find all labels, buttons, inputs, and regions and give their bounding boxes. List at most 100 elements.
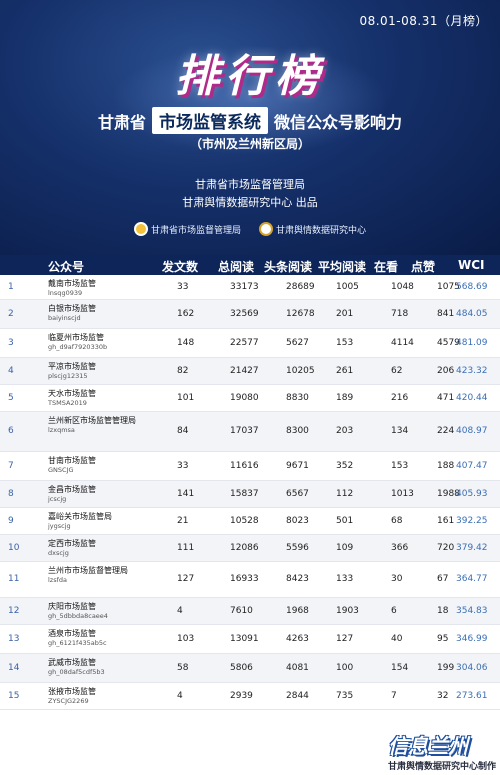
row-headline-reads: 28689 bbox=[286, 282, 315, 292]
row-likes: 161 bbox=[437, 516, 455, 526]
row-watching: 30 bbox=[391, 574, 403, 584]
row-headline-reads: 5596 bbox=[286, 543, 309, 553]
row-account: 天水市场监管 TSMSA2019 bbox=[48, 388, 148, 408]
row-wci: 420.44 bbox=[456, 393, 488, 403]
table-row: 5 天水市场监管 TSMSA2019 101 19080 8830 189 216 471 420… bbox=[0, 385, 500, 412]
row-wci: 379.42 bbox=[456, 543, 488, 553]
row-avg-reads: 112 bbox=[336, 489, 354, 499]
row-likes: 720 bbox=[437, 543, 455, 553]
row-likes: 206 bbox=[437, 366, 455, 376]
row-account-id: lzxqmsa bbox=[48, 426, 75, 434]
row-account: 酒泉市场监管 gh_6121f435ab5c bbox=[48, 628, 148, 648]
header-banner: 08.01-08.31（月榜） 排行榜 甘肃省 市场监管系统 微信公众号影响力 （市… bbox=[0, 0, 500, 255]
row-likes: 199 bbox=[437, 663, 455, 673]
row-account-name: 武威市场监管 bbox=[48, 658, 96, 667]
row-watching: 4114 bbox=[391, 338, 414, 348]
row-account: 兰州新区市场监管管理局 lzxqmsa bbox=[48, 415, 148, 435]
row-watching: 7 bbox=[391, 691, 397, 701]
emblem-icon bbox=[133, 222, 148, 236]
row-posts: 111 bbox=[177, 543, 195, 553]
row-account-id: lzsfda bbox=[48, 576, 68, 584]
row-posts: 103 bbox=[177, 634, 195, 644]
row-wci: 408.97 bbox=[456, 426, 488, 436]
row-rank: 14 bbox=[8, 663, 20, 673]
row-account-name: 嘉峪关市场监管局 bbox=[48, 512, 112, 521]
table-row: 11 兰州市市场监督管理局 lzsfda 127 16933 8423 133 30 67 364… bbox=[0, 562, 500, 598]
row-posts: 33 bbox=[177, 461, 189, 471]
col-posts: 发文数 bbox=[162, 260, 199, 274]
org-line-1: 甘肃省市场监督管理局 bbox=[195, 178, 305, 191]
row-headline-reads: 6567 bbox=[286, 489, 309, 499]
table-row: 14 武威市场监管 gh_08daf5cdf5b3 58 5806 4081 100 154 1… bbox=[0, 654, 500, 683]
row-headline-reads: 5627 bbox=[286, 338, 309, 348]
row-avg-reads: 201 bbox=[336, 309, 354, 319]
table-row: 3 临夏州市场监管 gh_d9af7920330b 148 22577 5627 153 41… bbox=[0, 329, 500, 358]
row-posts: 82 bbox=[177, 366, 189, 376]
row-headline-reads: 1968 bbox=[286, 606, 309, 616]
row-account-id: plscjg12315 bbox=[48, 372, 88, 380]
row-account-name: 戴南市场监管 bbox=[48, 279, 96, 288]
subtitle-prefix: 甘肃省 bbox=[97, 113, 146, 132]
row-wci: 568.69 bbox=[456, 282, 488, 292]
row-avg-reads: 352 bbox=[336, 461, 354, 471]
row-watching: 718 bbox=[391, 309, 409, 319]
footer-badge: 信息兰州 甘肃舆情数据研究中心制作 bbox=[360, 727, 500, 775]
row-account-id: gh_6121f435ab5c bbox=[48, 639, 107, 647]
row-avg-reads: 127 bbox=[336, 634, 354, 644]
row-likes: 188 bbox=[437, 461, 455, 471]
row-avg-reads: 1903 bbox=[336, 606, 359, 616]
row-headline-reads: 10205 bbox=[286, 366, 315, 376]
row-likes: 4579 bbox=[437, 338, 460, 348]
row-account: 张掖市场监管 ZYSCJG2269 bbox=[48, 686, 148, 706]
row-avg-reads: 100 bbox=[336, 663, 354, 673]
row-headline-reads: 8423 bbox=[286, 574, 309, 584]
row-wci: 405.93 bbox=[456, 489, 488, 499]
row-total-reads: 2939 bbox=[230, 691, 253, 701]
date-range: 08.01-08.31（月榜） bbox=[359, 14, 488, 28]
col-avg-reads: 平均阅读 bbox=[318, 260, 367, 274]
row-avg-reads: 735 bbox=[336, 691, 354, 701]
org-line-2: 甘肃舆情数据研究中心 出品 bbox=[182, 196, 318, 209]
row-account-id: GNSCJG bbox=[48, 466, 74, 474]
row-account: 平凉市场监管 plscjg12315 bbox=[48, 361, 148, 381]
table-row: 15 张掖市场监管 ZYSCJG2269 4 2939 2844 735 7 32 273.61 bbox=[0, 683, 500, 710]
row-total-reads: 13091 bbox=[230, 634, 259, 644]
row-watching: 6 bbox=[391, 606, 397, 616]
row-posts: 141 bbox=[177, 489, 195, 499]
row-watching: 153 bbox=[391, 461, 409, 471]
logo-1-text: 甘肃省市场监督管理局 bbox=[150, 225, 241, 236]
title-glow bbox=[110, 45, 390, 155]
row-wci: 481.09 bbox=[456, 338, 488, 348]
row-account-id: lnsqg0939 bbox=[48, 289, 83, 297]
row-rank: 7 bbox=[8, 461, 14, 471]
row-total-reads: 32569 bbox=[230, 309, 259, 319]
row-headline-reads: 4263 bbox=[286, 634, 309, 644]
badge-subtext: 甘肃舆情数据研究中心制作 bbox=[387, 762, 496, 772]
row-watching: 68 bbox=[391, 516, 403, 526]
row-rank: 9 bbox=[8, 516, 14, 526]
logo-2-text: 甘肃舆情数据研究中心 bbox=[276, 225, 367, 236]
row-likes: 95 bbox=[437, 634, 449, 644]
row-total-reads: 15837 bbox=[230, 489, 259, 499]
row-account-name: 天水市场监管 bbox=[48, 389, 96, 398]
row-avg-reads: 203 bbox=[336, 426, 354, 436]
table-row: 8 金昌市场监管 jcscjg 141 15837 6567 112 1013 1988 405.… bbox=[0, 481, 500, 508]
subtitle-suffix: 微信公众号影响力 bbox=[274, 113, 403, 132]
row-likes: 1988 bbox=[437, 489, 460, 499]
data-center-icon bbox=[259, 222, 273, 236]
col-total-reads: 总阅读 bbox=[218, 260, 255, 274]
row-avg-reads: 261 bbox=[336, 366, 354, 376]
table-row: 2 白银市场监管 baiyinscjd 162 32569 12678 201 718 841 4… bbox=[0, 300, 500, 329]
table-row: 9 嘉峪关市场监管局 jygscjg 21 10528 8023 501 68 161 392.2… bbox=[0, 508, 500, 535]
row-account-id: baiyinscjd bbox=[48, 314, 81, 322]
logo-market-supervision: 甘肃省市场监督管理局 bbox=[133, 222, 241, 236]
row-account: 白银市场监管 baiyinscjd bbox=[48, 303, 148, 323]
row-likes: 18 bbox=[437, 606, 449, 616]
row-avg-reads: 133 bbox=[336, 574, 354, 584]
table-row: 7 甘南市场监管 GNSCJG 33 11616 9671 352 153 188 407.47 bbox=[0, 452, 500, 481]
row-total-reads: 12086 bbox=[230, 543, 259, 553]
row-avg-reads: 109 bbox=[336, 543, 354, 553]
row-watching: 134 bbox=[391, 426, 409, 436]
row-account-name: 临夏州市场监管 bbox=[48, 333, 104, 342]
